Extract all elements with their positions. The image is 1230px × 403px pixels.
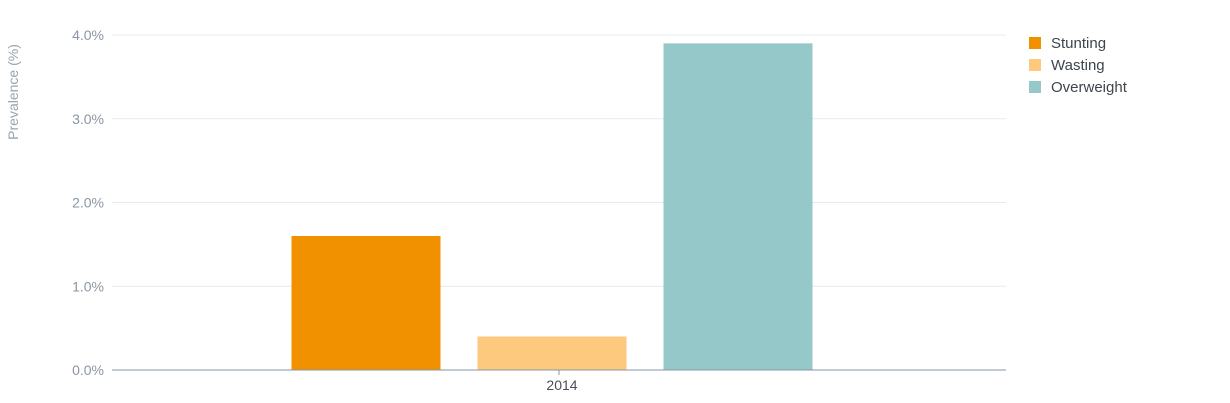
y-tick-label: 3.0% — [72, 111, 104, 127]
y-tick-label: 0.0% — [72, 362, 104, 378]
y-tick-label: 2.0% — [72, 195, 104, 211]
bar-stunting — [291, 236, 441, 370]
legend: Stunting Wasting Overweight — [1029, 35, 1128, 96]
y-tick-label: 1.0% — [72, 278, 104, 294]
bar-overweight — [663, 43, 813, 370]
gridlines — [112, 34, 1006, 287]
legend-label-overweight: Overweight — [1051, 79, 1128, 96]
bars — [291, 43, 813, 370]
bar-wasting — [477, 336, 627, 370]
y-tick-label: 4.0% — [72, 27, 104, 43]
legend-swatch-stunting — [1029, 37, 1041, 49]
y-axis-title: Prevalence (%) — [5, 44, 21, 140]
legend-label-stunting: Stunting — [1051, 35, 1106, 52]
legend-swatch-overweight — [1029, 81, 1041, 93]
x-tick-label: 2014 — [546, 377, 577, 393]
y-tick-labels: 0.0% 1.0% 2.0% 3.0% 4.0% — [72, 27, 104, 378]
legend-swatch-wasting — [1029, 59, 1041, 71]
legend-label-wasting: Wasting — [1051, 57, 1105, 74]
x-tick-labels: 2014 — [546, 370, 578, 393]
